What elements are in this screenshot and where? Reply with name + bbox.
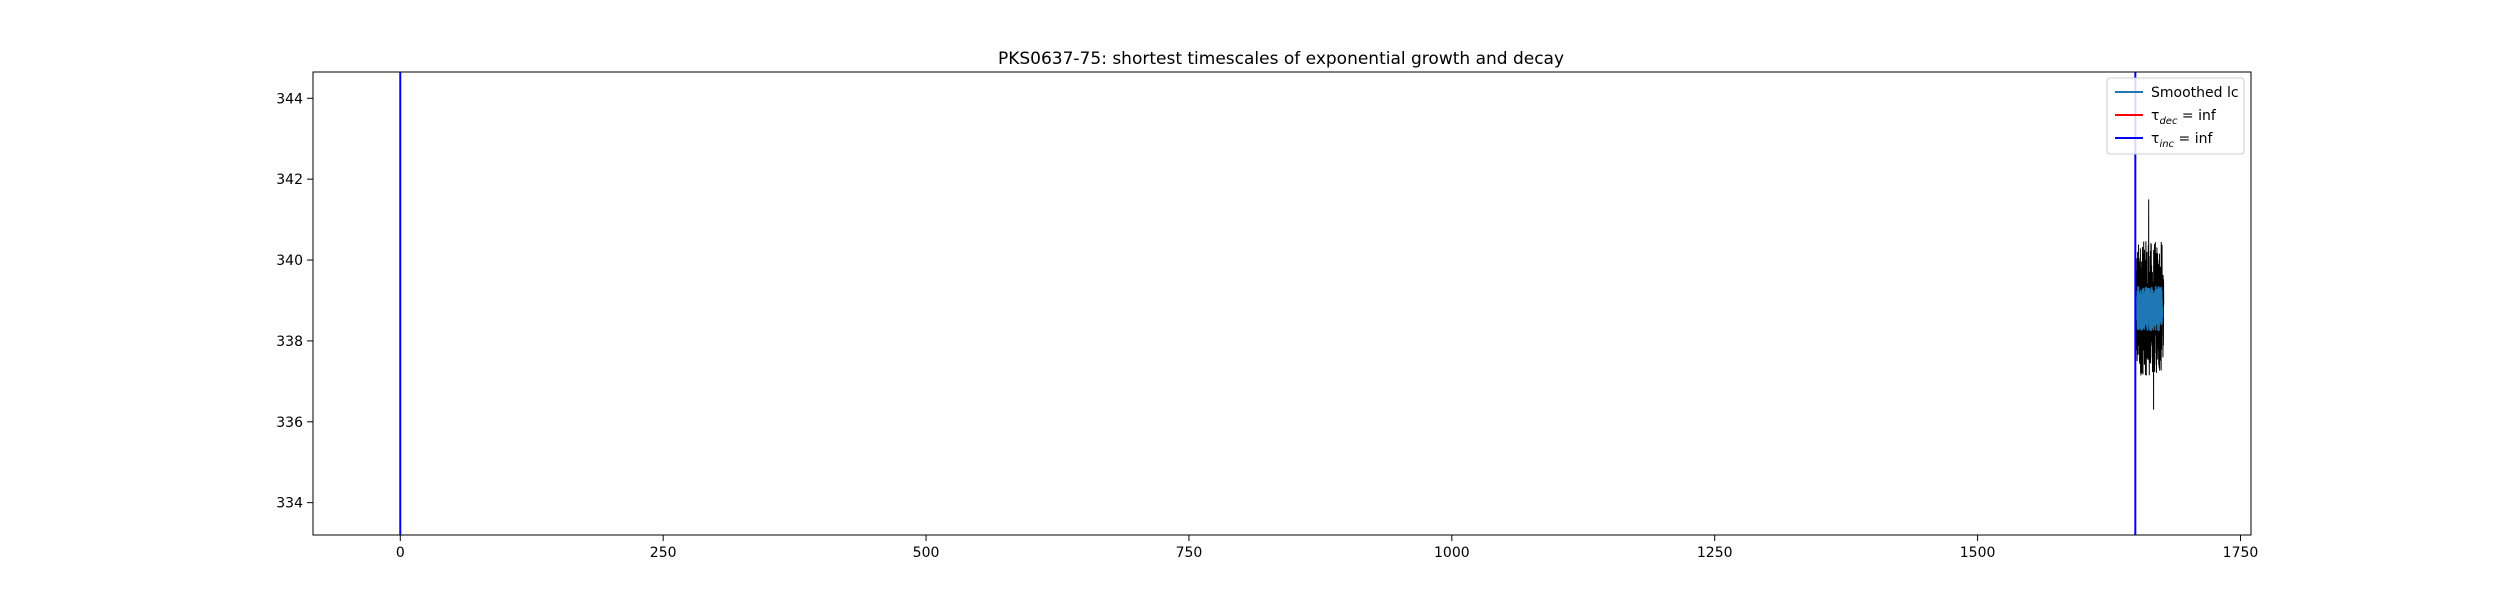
y-tick-label: 334: [276, 496, 303, 512]
y-tick-label: 342: [276, 172, 303, 188]
legend-entry-label: Smoothed lc: [2151, 85, 2239, 101]
x-tick-label: 750: [1176, 545, 1203, 561]
smoothed-lc-line: [2135, 286, 2164, 331]
legend-entry-label: τdec = inf: [2151, 108, 2217, 127]
plot-marks: [399, 72, 2165, 535]
x-tick-label: 1000: [1434, 545, 1470, 561]
y-tick-label: 340: [276, 253, 303, 269]
x-tick-label: 500: [913, 545, 940, 561]
x-tick-label: 250: [650, 545, 677, 561]
y-tick-label: 336: [276, 415, 303, 431]
y-tick-label: 344: [276, 91, 303, 107]
chart-title: PKS0637-75: shortest timescales of expon…: [998, 49, 1564, 69]
y-tick-label: 338: [276, 334, 303, 350]
x-tick-label: 1250: [1697, 545, 1733, 561]
x-tick-label: 1500: [1960, 545, 1996, 561]
x-tick-label: 0: [396, 545, 405, 561]
legend-box: [2106, 77, 2245, 155]
legend-entry-label: τinc = inf: [2151, 131, 2213, 150]
plot-frame: [312, 71, 2252, 536]
x-tick-label: 1750: [2223, 545, 2259, 561]
axes: 0 250 500 750 1000 1250 1500 1750 334 336 338 340 34…: [276, 91, 2258, 561]
legend: Smoothed lc τdec = inf τinc = inf: [2106, 77, 2245, 155]
